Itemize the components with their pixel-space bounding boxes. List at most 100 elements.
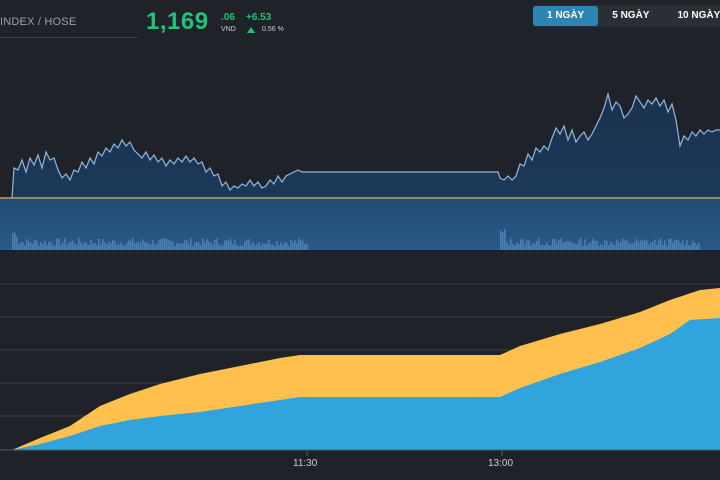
- volume-bar: [570, 241, 572, 250]
- volume-bar: [678, 240, 680, 250]
- volume-bar: [520, 239, 522, 250]
- volume-bar: [134, 243, 136, 250]
- volume-bar: [592, 238, 594, 250]
- volume-bar: [646, 240, 648, 250]
- volume-bar: [222, 244, 224, 250]
- volume-bar: [36, 240, 38, 250]
- volume-bar: [540, 245, 542, 250]
- volume-bar: [522, 239, 524, 250]
- volume-bar: [250, 244, 252, 250]
- volume-bar: [40, 242, 42, 250]
- volume-bar: [696, 245, 698, 250]
- volume-bar: [150, 244, 152, 250]
- volume-bar: [526, 240, 528, 250]
- volume-bar: [192, 245, 194, 250]
- volume-bar: [640, 239, 642, 250]
- volume-bar: [666, 245, 668, 250]
- volume-bar: [500, 230, 502, 250]
- volume-bar: [300, 240, 302, 250]
- volume-bar: [572, 242, 574, 250]
- tab-5-days[interactable]: 5 NGÀY: [612, 10, 650, 21]
- volume-bar: [304, 243, 306, 250]
- volume-bar: [112, 239, 114, 250]
- volume-bar: [230, 239, 232, 250]
- volume-bar: [596, 240, 598, 250]
- volume-bar: [620, 241, 622, 250]
- volume-bar: [664, 240, 666, 250]
- volume-bar: [96, 245, 98, 250]
- volume-bar: [184, 240, 186, 250]
- tab-1-day[interactable]: 1 NGÀY: [533, 6, 599, 26]
- volume-bar: [70, 241, 72, 250]
- volume-bar: [628, 243, 630, 250]
- volume-bar: [162, 238, 164, 250]
- volume-bar: [114, 240, 116, 250]
- volume-bar: [208, 241, 210, 250]
- volume-bar: [272, 244, 274, 250]
- volume-bar: [658, 240, 660, 250]
- volume-bar: [66, 244, 68, 250]
- volume-bar: [234, 239, 236, 250]
- volume-bar: [504, 229, 506, 250]
- volume-bar: [680, 243, 682, 250]
- volume-bar: [84, 241, 86, 250]
- volume-bar: [98, 238, 100, 250]
- volume-bar: [102, 238, 104, 250]
- volume-bar: [588, 243, 590, 250]
- volume-bar: [668, 238, 670, 250]
- tab-10-days[interactable]: 10 NGÀY: [677, 10, 720, 21]
- volume-bar: [76, 244, 78, 250]
- volume-bar: [682, 240, 684, 250]
- volume-panel: [0, 199, 720, 250]
- volume-bar: [636, 238, 638, 250]
- volume-bar: [258, 242, 260, 250]
- volume-bar: [536, 241, 538, 250]
- volume-bar: [508, 245, 510, 250]
- volume-bar: [72, 240, 74, 250]
- volume-bar: [34, 239, 36, 250]
- volume-bar: [584, 239, 586, 250]
- volume-bar: [266, 243, 268, 250]
- volume-bar: [598, 245, 600, 250]
- volume-bar: [590, 242, 592, 250]
- volume-bar: [178, 243, 180, 250]
- volume-bar: [46, 244, 48, 250]
- volume-bar: [270, 244, 272, 250]
- volume-bar: [82, 244, 84, 250]
- volume-bar: [562, 242, 564, 250]
- volume-bar: [132, 238, 134, 250]
- ticker-name: INDEX / HOSE: [0, 16, 77, 28]
- volume-bar: [186, 240, 188, 250]
- volume-bar: [204, 242, 206, 250]
- volume-bar: [298, 238, 300, 250]
- volume-bar: [106, 244, 108, 250]
- volume-bar: [274, 245, 276, 250]
- volume-bar: [122, 245, 124, 250]
- volume-bar: [30, 242, 32, 250]
- volume-bar: [216, 238, 218, 250]
- volume-bar: [288, 245, 290, 250]
- volume-bar: [64, 238, 66, 250]
- volume-bar: [58, 238, 60, 250]
- volume-bar: [692, 240, 694, 250]
- volume-bar: [528, 240, 530, 250]
- volume-bar: [512, 243, 514, 250]
- volume-bar: [56, 238, 58, 250]
- volume-bar: [206, 239, 208, 250]
- volume-bar: [164, 238, 166, 250]
- volume-bar: [152, 240, 154, 250]
- volume-bar: [694, 242, 696, 250]
- volume-bar: [16, 236, 18, 250]
- volume-bar: [656, 244, 658, 250]
- volume-bar: [638, 242, 640, 250]
- volume-bar: [190, 238, 192, 250]
- volume-bar: [168, 240, 170, 250]
- panel-divider: [0, 250, 720, 252]
- quote-header: INDEX / HOSE 1,169 .06 VND +6.53 0.56 %: [0, 0, 720, 44]
- volume-bar: [248, 239, 250, 250]
- volume-bar: [616, 239, 618, 250]
- volume-bar: [284, 242, 286, 250]
- volume-bar: [238, 245, 240, 250]
- volume-bar: [534, 243, 536, 250]
